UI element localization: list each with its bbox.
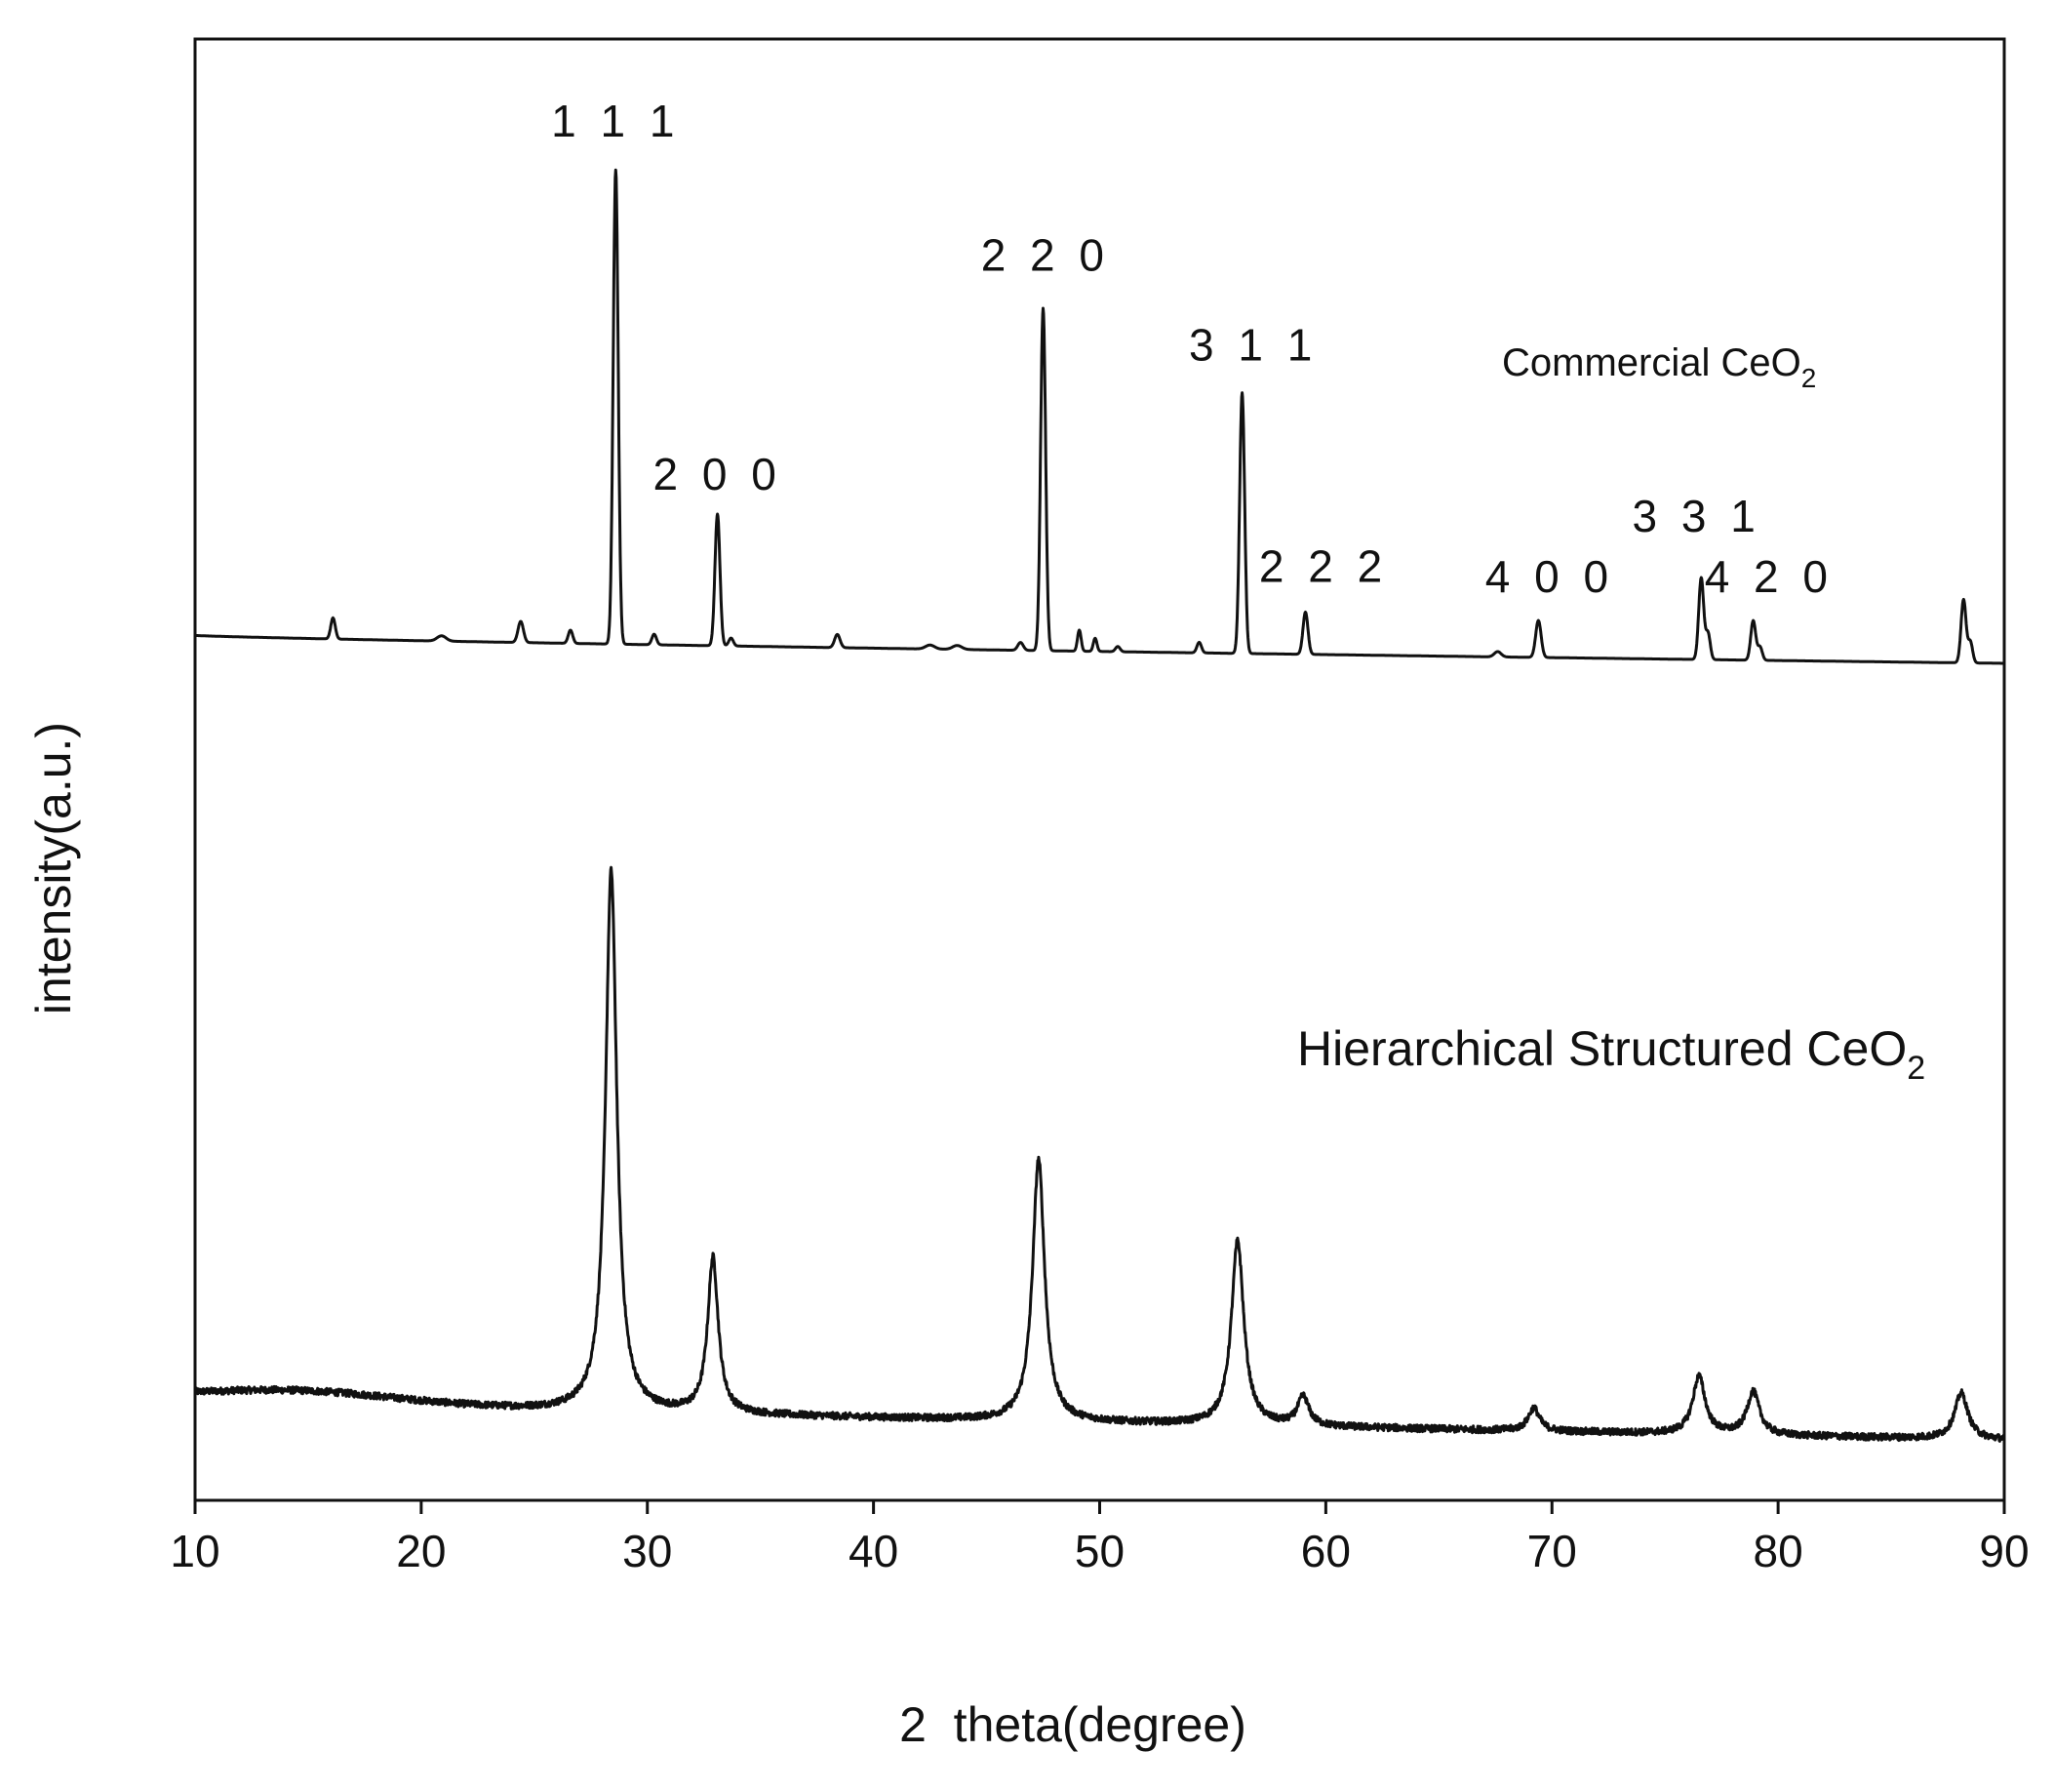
x-tick-label-10: 10: [170, 1526, 219, 1576]
peak-label-5: 4 0 0: [1485, 551, 1614, 602]
x-tick-label-20: 20: [396, 1526, 446, 1576]
traces: [193, 168, 2006, 1443]
peak-label-3: 3 1 1: [1189, 320, 1318, 371]
peak-label-2: 2 2 0: [981, 230, 1110, 281]
x-tick-label-70: 70: [1527, 1526, 1577, 1576]
series-line-0: [194, 168, 2005, 665]
x-tick-label-30: 30: [622, 1526, 672, 1576]
peak-label-7: 4 2 0: [1705, 551, 1834, 602]
x-axis-ticks: 10 20 30 40 50 60 70 80 90: [170, 1500, 2030, 1576]
x-axis-title: 2 theta(degree): [899, 1697, 1246, 1752]
series-label-commercial: Commercial CeO2: [1502, 341, 1816, 393]
series-label-hierarchical-sub: 2: [1907, 1050, 1925, 1087]
y-axis-title: intensity(a.u.): [26, 722, 81, 1015]
x-tick-label-50: 50: [1075, 1526, 1125, 1576]
peak-label-4: 2 2 2: [1259, 540, 1388, 591]
peak-label-0: 1 1 1: [551, 96, 680, 146]
x-tick-label-60: 60: [1301, 1526, 1351, 1576]
x-tick-label-40: 40: [849, 1526, 898, 1576]
series-label-hierarchical-main: Hierarchical Structured CeO: [1297, 1021, 1907, 1076]
series-label-commercial-sub: 2: [1801, 363, 1817, 393]
series-label-commercial-main: Commercial CeO: [1502, 341, 1801, 384]
x-tick-label-80: 80: [1754, 1526, 1803, 1576]
series-line-1: [193, 865, 2006, 1443]
series-label-hierarchical: Hierarchical Structured CeO2: [1297, 1021, 1925, 1087]
x-tick-label-90: 90: [1979, 1526, 2029, 1576]
peak-annotations: 1 1 1 2 0 0 2 2 0 3 1 1 2 2 2 4 0 0 3 3 1 4 2 0: [551, 96, 1834, 602]
peak-label-1: 2 0 0: [652, 449, 781, 499]
peak-label-6: 3 3 1: [1632, 491, 1760, 541]
